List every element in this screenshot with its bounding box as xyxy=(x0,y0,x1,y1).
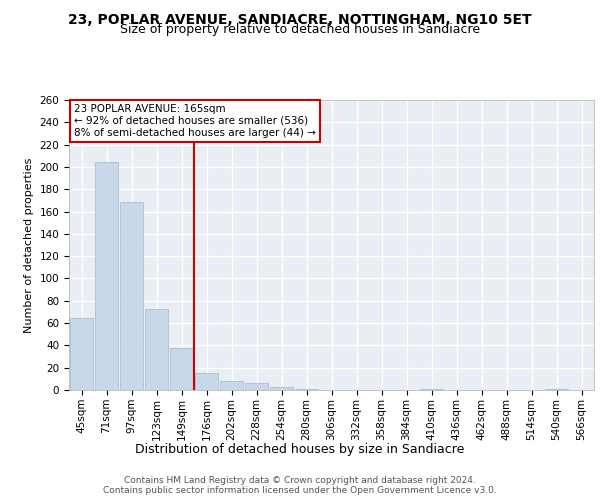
Bar xyxy=(170,348,193,390)
Bar xyxy=(295,389,318,390)
Text: 23 POPLAR AVENUE: 165sqm
← 92% of detached houses are smaller (536)
8% of semi-d: 23 POPLAR AVENUE: 165sqm ← 92% of detach… xyxy=(74,104,316,138)
Bar xyxy=(120,202,143,390)
Text: 23, POPLAR AVENUE, SANDIACRE, NOTTINGHAM, NG10 5ET: 23, POPLAR AVENUE, SANDIACRE, NOTTINGHAM… xyxy=(68,12,532,26)
Bar xyxy=(220,381,243,390)
Text: Size of property relative to detached houses in Sandiacre: Size of property relative to detached ho… xyxy=(120,22,480,36)
Bar xyxy=(245,384,268,390)
Text: Distribution of detached houses by size in Sandiacre: Distribution of detached houses by size … xyxy=(136,442,464,456)
Bar xyxy=(545,389,568,390)
Bar xyxy=(420,389,443,390)
Bar xyxy=(195,374,218,390)
Bar xyxy=(95,162,118,390)
Bar xyxy=(270,386,293,390)
Bar xyxy=(145,308,168,390)
Y-axis label: Number of detached properties: Number of detached properties xyxy=(24,158,34,332)
Text: Contains HM Land Registry data © Crown copyright and database right 2024.
Contai: Contains HM Land Registry data © Crown c… xyxy=(103,476,497,495)
Bar xyxy=(70,318,93,390)
